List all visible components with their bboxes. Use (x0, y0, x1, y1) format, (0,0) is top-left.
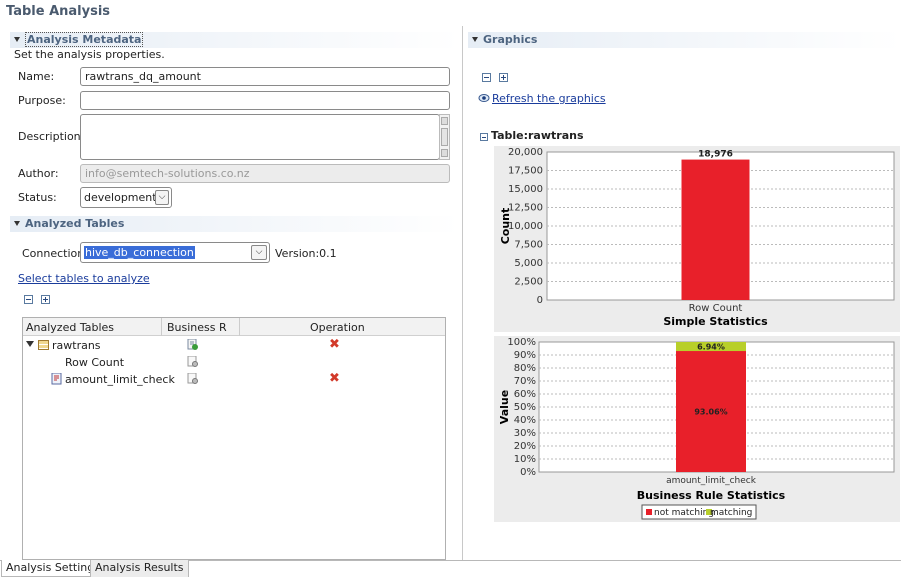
eye-icon (478, 93, 490, 103)
author-label: Author: (18, 167, 59, 180)
y-tick-label: 0% (520, 467, 536, 478)
y-tick-label: 5,000 (514, 258, 543, 269)
legend-label: matching (710, 508, 752, 518)
metadata-subtitle: Set the analysis properties. (14, 48, 165, 61)
indicator-options-icon[interactable] (187, 372, 198, 385)
bar (681, 159, 750, 300)
business-rule-statistics-chart: 0% 10% 20% 30% 40% 50% 60% 70% 80% 90% 100% 93.06% 6… (494, 336, 900, 522)
col-business-rule[interactable]: Business R (167, 321, 227, 334)
chevron-down-icon[interactable]: ⌵ (155, 190, 169, 205)
tree-header: Analyzed Tables Business R Operation (23, 318, 445, 336)
collapse-table-icon[interactable] (480, 131, 488, 144)
tab-analysis-settings[interactable]: Analysis Settings (1, 560, 105, 577)
y-tick-label: 70% (514, 376, 536, 387)
panel-splitter[interactable] (462, 26, 463, 560)
graphics-header[interactable]: Graphics (468, 32, 901, 48)
y-tick-label: 60% (514, 389, 536, 400)
chevron-down-icon[interactable]: ⌵ (251, 245, 267, 260)
chart-title: Business Rule Statistics (637, 489, 786, 502)
purpose-field[interactable] (80, 91, 450, 110)
name-label: Name: (18, 70, 55, 83)
y-tick-label: 15,000 (508, 184, 543, 195)
y-tick-label: 30% (514, 428, 536, 439)
analyzed-tables-tree[interactable]: Analyzed Tables Business R Operation raw… (22, 317, 446, 560)
collapse-icon[interactable] (14, 221, 20, 226)
col-operation[interactable]: Operation (310, 321, 365, 334)
scroll-thumb[interactable] (441, 128, 448, 146)
bar-segment (676, 342, 746, 352)
y-tick-label: 80% (514, 363, 536, 374)
description-scrollbar[interactable] (439, 114, 450, 160)
status-label: Status: (18, 191, 57, 204)
y-tick-label: 90% (514, 350, 536, 361)
segment-data-label: 93.06% (694, 408, 727, 417)
bar-segment (676, 351, 746, 472)
table-row[interactable]: Row Count (23, 354, 445, 371)
legend-swatch (646, 509, 652, 515)
y-tick-label: 100% (507, 337, 536, 348)
simple-statistics-chart: 0 2,500 5,000 7,500 10,000 12,500 15,000 17,500… (494, 146, 900, 332)
col-analyzed-tables[interactable]: Analyzed Tables (26, 321, 114, 334)
y-tick-label: 50% (514, 402, 536, 413)
select-tables-link[interactable]: Select tables to analyze (18, 272, 150, 285)
indicator-options-icon[interactable] (187, 355, 198, 368)
tab-analysis-results[interactable]: Analysis Results (90, 560, 189, 577)
scroll-up-icon[interactable] (441, 117, 448, 125)
table-row[interactable]: amount_limit_check ✖ (23, 371, 445, 388)
legend-swatch (706, 509, 712, 515)
y-tick-label: 17,500 (508, 166, 543, 177)
y-tick-label: 12,500 (508, 203, 543, 214)
page-title: Table Analysis (6, 4, 111, 19)
x-tick-label: amount_limit_check (666, 476, 757, 486)
table-icon (38, 340, 49, 350)
name-field[interactable]: rawtrans_dq_amount (80, 67, 450, 86)
table-section-label: Table:rawtrans (491, 129, 584, 142)
x-tick-label: Row Count (689, 303, 743, 314)
scroll-down-icon[interactable] (441, 149, 448, 157)
delete-icon[interactable]: ✖ (329, 337, 340, 352)
collapse-icon[interactable] (14, 37, 20, 42)
business-rule-icon (51, 372, 63, 385)
expand-all-icon[interactable] (41, 294, 50, 307)
add-rule-icon[interactable] (187, 338, 198, 351)
connection-select[interactable]: hive_db_connection ⌵ (80, 242, 270, 263)
analysis-metadata-header[interactable]: Analysis Metadata (10, 32, 460, 48)
y-tick-label: 20% (514, 441, 536, 452)
delete-icon[interactable]: ✖ (329, 371, 340, 386)
segment-data-label: 6.94% (697, 343, 725, 352)
y-axis-label: Value (498, 390, 511, 424)
description-field[interactable] (80, 114, 440, 160)
author-field: info@semtech-solutions.co.nz (80, 164, 450, 183)
tree-expand-icon[interactable] (26, 341, 34, 347)
table-row[interactable]: rawtrans ✖ (23, 337, 445, 354)
business-rule-statistics-svg: 0% 10% 20% 30% 40% 50% 60% 70% 80% 90% 100% 93.06% 6… (498, 337, 895, 520)
purpose-label: Purpose: (18, 94, 66, 107)
y-tick-label: 40% (514, 415, 536, 426)
y-axis-label: Count (499, 208, 512, 245)
status-select[interactable]: development ⌵ (80, 187, 172, 208)
y-tick-label: 10,000 (508, 221, 543, 232)
simple-statistics-svg: 0 2,500 5,000 7,500 10,000 12,500 15,000 17,500… (499, 147, 895, 328)
y-tick-label: 7,500 (514, 240, 543, 251)
y-tick-label: 2,500 (514, 277, 543, 288)
bar-data-label: 18,976 (698, 150, 733, 160)
y-tick-label: 0 (537, 295, 543, 306)
chart-title: Simple Statistics (663, 315, 768, 328)
connection-label: Connection: (22, 247, 88, 260)
version-label: Version:0.1 (275, 247, 337, 260)
collapse-icon[interactable] (472, 37, 478, 42)
refresh-graphics-link[interactable]: Refresh the graphics (492, 92, 606, 105)
legend-label: not matching (654, 508, 714, 518)
analyzed-tables-header[interactable]: Analyzed Tables (10, 216, 460, 232)
collapse-all-icon[interactable] (482, 72, 491, 85)
y-tick-label: 10% (514, 454, 536, 465)
legend-box (641, 504, 757, 520)
description-label: Description: (18, 130, 85, 143)
y-tick-label: 20,000 (508, 147, 543, 158)
expand-all-icon[interactable] (499, 72, 508, 85)
collapse-all-icon[interactable] (24, 294, 33, 307)
